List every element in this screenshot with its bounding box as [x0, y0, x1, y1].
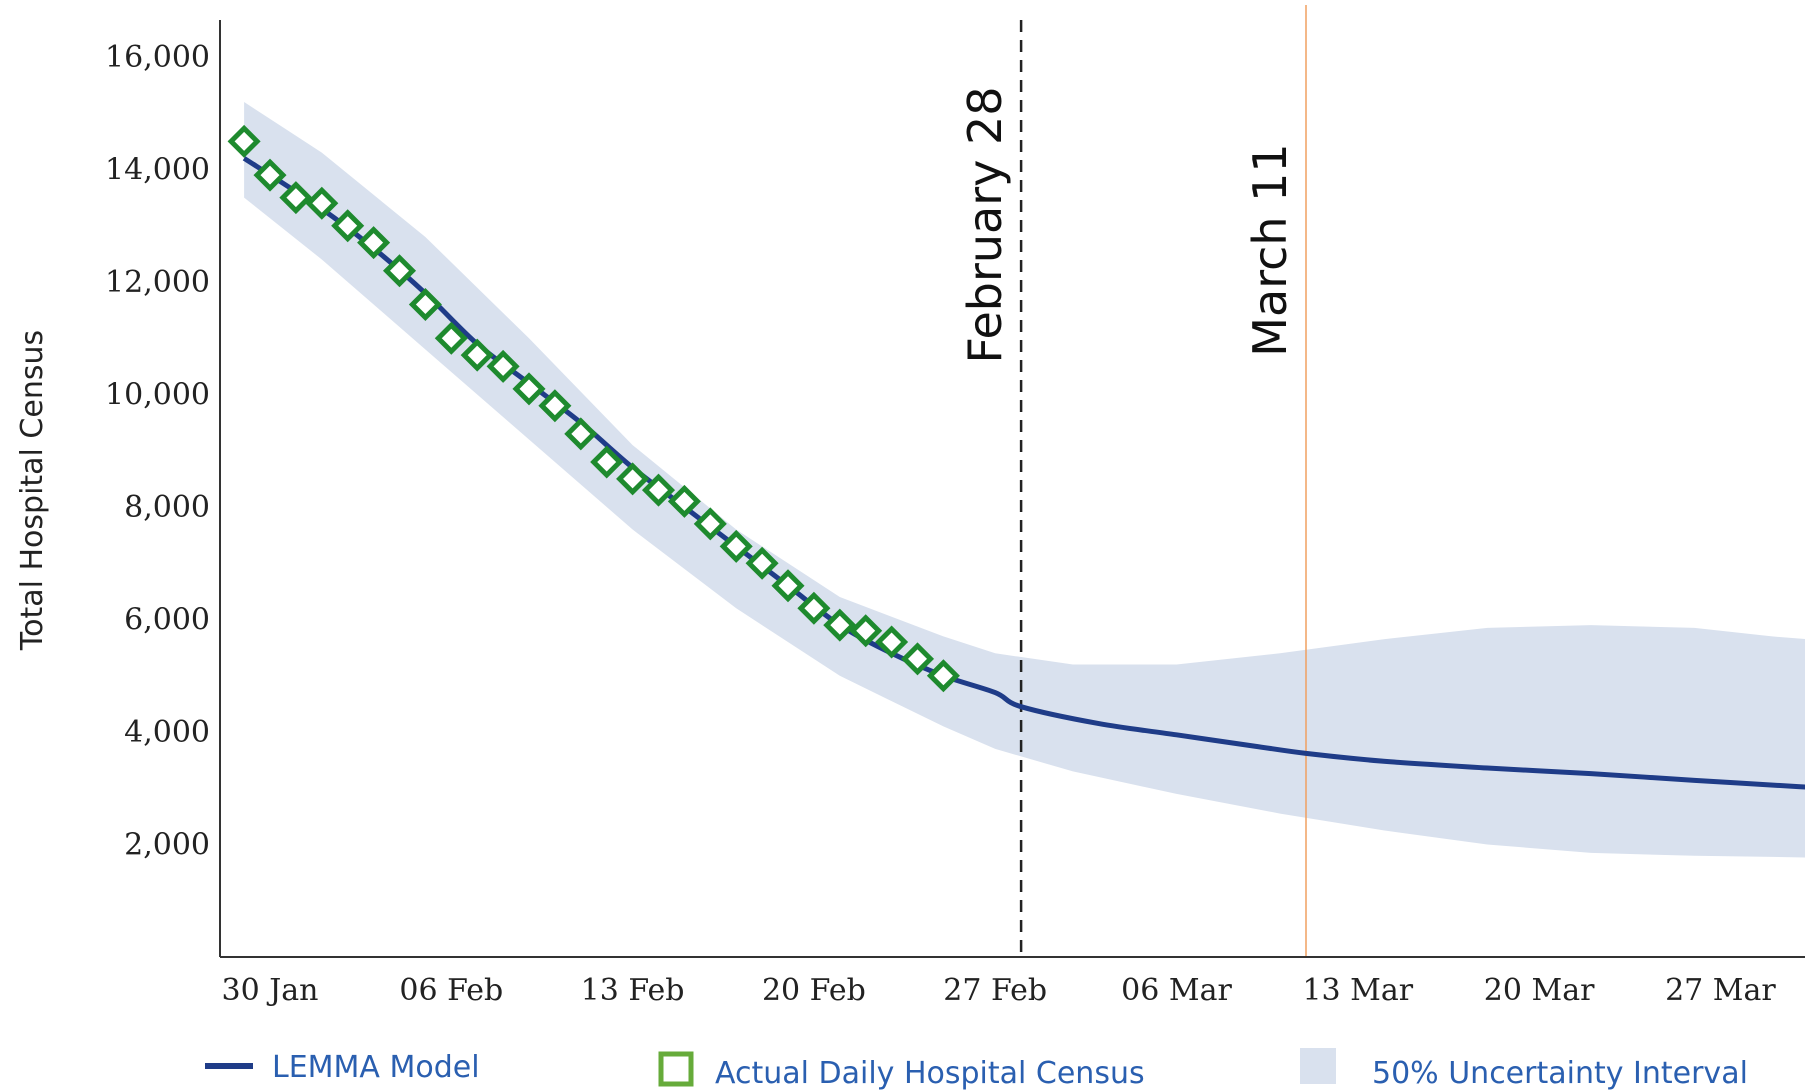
actual-census-point	[926, 659, 960, 693]
actual-census-point	[641, 473, 676, 507]
actual-census-point	[331, 209, 365, 243]
x-tick-label: 20 Feb	[762, 973, 866, 1008]
y-tick-label: 10,000	[105, 378, 210, 413]
legend-band-label: 50% Uncertainty Interval	[1372, 1056, 1748, 1090]
actual-census-point	[564, 417, 598, 451]
axes	[219, 20, 1805, 958]
legend-actual-swatch	[658, 1051, 694, 1087]
y-tick-label: 4,000	[124, 715, 210, 750]
y-tick-label: 12,000	[105, 265, 210, 300]
actual-census-point	[512, 372, 546, 406]
vertical-line-label-february-28: February 28	[958, 87, 1012, 364]
vertical-markers: February 28 March 11	[958, 5, 1307, 957]
actual-census-point	[771, 569, 805, 603]
x-tick-labels: 30 Jan 06 Feb 13 Feb 20 Feb 27 Feb 06 Mar 13 M…	[222, 973, 1777, 1008]
actual-census-point	[745, 546, 779, 580]
actual-census-point	[616, 462, 650, 496]
x-tick-label: 30 Jan	[222, 973, 319, 1008]
y-tick-label: 2,000	[124, 828, 210, 863]
actual-census-point	[460, 338, 494, 372]
actual-points-layer	[227, 124, 960, 693]
legend-actual-label: Actual Daily Hospital Census	[715, 1056, 1145, 1090]
actual-census-point	[305, 186, 339, 220]
y-tick-label: 6,000	[124, 603, 210, 638]
actual-census-point	[357, 226, 391, 260]
actual-census-point	[382, 254, 417, 288]
actual-census-point	[434, 321, 468, 355]
vertical-line-label-march-11: March 11	[1243, 143, 1297, 356]
legend: LEMMA Model Actual Daily Hospital Census 5…	[205, 1048, 1748, 1090]
x-tick-label: 27 Feb	[943, 973, 1047, 1008]
actual-census-point	[849, 614, 883, 648]
y-tick-label: 8,000	[124, 490, 210, 525]
actual-census-point	[279, 181, 313, 215]
actual-census-point	[590, 445, 624, 479]
actual-census-point	[667, 484, 701, 518]
actual-census-point	[900, 642, 935, 676]
uncertainty-band	[244, 102, 1805, 858]
legend-model-label: LEMMA Model	[272, 1050, 480, 1085]
y-tick-label: 14,000	[105, 153, 210, 188]
actual-census-point	[538, 389, 572, 423]
x-tick-label: 06 Feb	[399, 973, 503, 1008]
actual-census-point	[408, 287, 442, 322]
legend-band-swatch	[1300, 1048, 1336, 1084]
actual-census-point	[227, 124, 261, 158]
x-tick-label: 13 Feb	[581, 973, 685, 1008]
actual-census-point	[875, 625, 909, 659]
actual-census-point	[693, 507, 727, 541]
y-tick-labels: 2,000 4,000 6,000 8,000 10,000 12,000 14,000 16…	[105, 40, 210, 863]
x-tick-label: 06 Mar	[1121, 973, 1232, 1008]
actual-census-point	[253, 158, 287, 192]
x-tick-label: 27 Mar	[1665, 973, 1776, 1008]
x-tick-label: 13 Mar	[1302, 973, 1413, 1008]
actual-census-point	[719, 529, 753, 563]
actual-census-point	[486, 349, 520, 383]
actual-census-point	[797, 591, 831, 625]
actual-census-point	[823, 608, 857, 642]
uncertainty-band-layer	[244, 102, 1805, 858]
x-tick-label: 20 Mar	[1484, 973, 1595, 1008]
y-axis-title: Total Hospital Census	[15, 330, 50, 651]
y-tick-label: 16,000	[105, 40, 210, 75]
